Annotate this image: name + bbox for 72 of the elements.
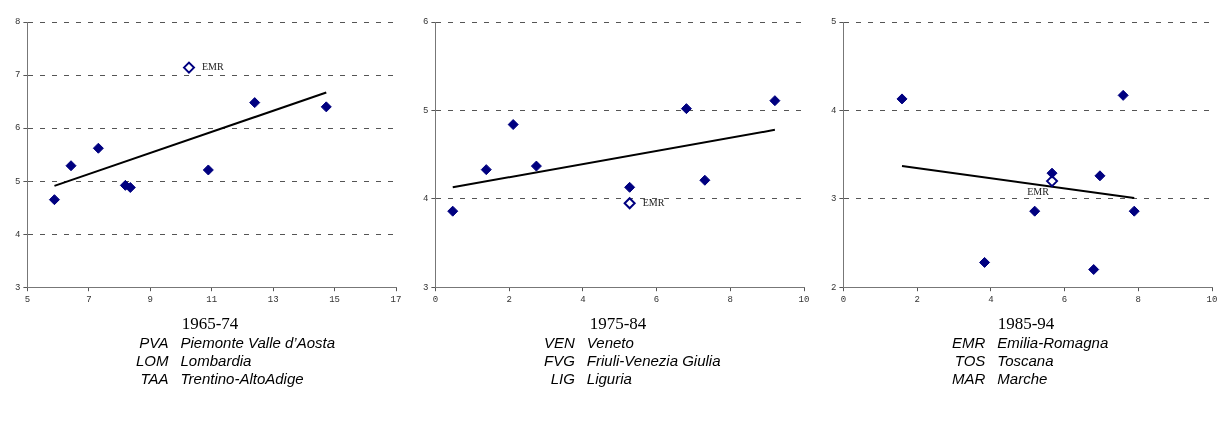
y-tick-label: 6	[14, 123, 21, 134]
x-tick-label: 9	[147, 294, 153, 305]
x-tick-label: 10	[1206, 294, 1218, 305]
point	[1046, 167, 1058, 179]
y-tick-label: 3	[422, 282, 429, 293]
y-tick-label: 3	[830, 194, 837, 205]
text: TAA Trentino-AltoAdige	[139, 370, 305, 388]
x-axis-title: 1975-84	[589, 314, 647, 334]
point	[1117, 89, 1129, 101]
point	[1128, 205, 1140, 217]
point	[320, 101, 332, 113]
x-tick-label: 15	[329, 294, 340, 305]
text: LIG Liguria	[549, 370, 633, 388]
x-tick-label: 2	[506, 294, 512, 305]
point	[249, 97, 261, 109]
x-tick-label: 17	[390, 294, 402, 305]
point	[480, 164, 492, 176]
point	[182, 61, 195, 74]
x-tick-label: 4	[988, 294, 994, 305]
x-tick-label: 6	[1061, 294, 1068, 305]
annotation: EMR	[201, 61, 224, 73]
point	[202, 164, 214, 176]
text: TOS Toscana	[953, 352, 1055, 370]
point	[48, 194, 60, 206]
x-tick-label: 0	[432, 294, 439, 305]
y-tick-label: 4	[14, 229, 21, 240]
x-tick-label: 4	[580, 294, 586, 305]
x-tick-label: 8	[1135, 294, 1141, 305]
point	[1094, 170, 1106, 182]
point	[65, 160, 77, 172]
y-tick-label: 4	[422, 194, 429, 205]
point	[979, 256, 991, 268]
point	[530, 160, 542, 172]
text: FVG Friuli-Venezia Giulia	[544, 352, 721, 370]
x-axis-title: 1965-74	[181, 314, 239, 334]
point	[447, 205, 459, 217]
y-tick-label: 2	[830, 282, 837, 293]
text: PVA Piemonte Valle d’Aosta	[138, 334, 336, 352]
y-tick-label: 5	[422, 105, 429, 116]
x-tick-label: 7	[86, 294, 92, 305]
annotation: EMR	[1027, 185, 1050, 197]
point	[896, 93, 908, 105]
y-tick-label: 3	[14, 282, 21, 293]
y-tick-label: 5	[14, 176, 21, 187]
y-tick-label: 5	[830, 17, 837, 28]
x-tick-label: 8	[727, 294, 733, 305]
point	[769, 95, 781, 107]
y-tick-label: 4	[830, 105, 837, 116]
text: VEN Veneto	[544, 334, 635, 352]
annotation: EMR	[642, 196, 665, 208]
text: MAR Marche	[952, 370, 1049, 388]
x-axis-title: 1985-94	[997, 314, 1055, 334]
x-tick-label: 10	[798, 294, 810, 305]
y-tick-label: 8	[14, 17, 21, 28]
x-tick-label: 6	[653, 294, 660, 305]
point	[624, 181, 636, 193]
y-tick-label: 7	[14, 70, 21, 81]
point	[623, 197, 636, 210]
x-tick-label: 13	[267, 294, 279, 305]
point	[1088, 264, 1100, 276]
point	[699, 174, 711, 186]
x-tick-label: 2	[914, 294, 920, 305]
point	[507, 119, 519, 131]
x-tick-label: 5	[24, 294, 31, 305]
x-tick-label: 0	[840, 294, 847, 305]
x-tick-label: 11	[206, 294, 218, 305]
text: EMR Emilia-Romagna	[952, 334, 1109, 352]
point	[1029, 205, 1041, 217]
text: LOM Lombardia	[136, 352, 253, 370]
point	[680, 103, 692, 115]
y-tick-label: 6	[422, 17, 429, 28]
point	[92, 142, 104, 154]
